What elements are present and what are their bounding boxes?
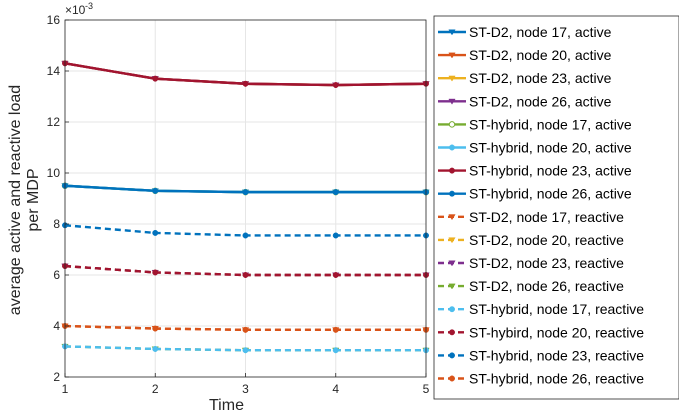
legend-label: ST-hybrid, node 23, reactive: [469, 347, 644, 363]
y-axis-label-line-2: per MDP: [25, 168, 42, 231]
data-point: [242, 80, 249, 87]
y-tick-label: 8: [53, 217, 60, 231]
legend-entry: ST-hybrid, node 26, active: [438, 186, 632, 202]
data-point: [152, 345, 159, 352]
y-tick-label: 16: [47, 13, 61, 27]
x-tick-label: 1: [62, 382, 69, 396]
y-axis-label-line-1: average active and reactive load: [7, 85, 24, 315]
data-point: [448, 98, 456, 105]
legend-label: ST-hybrid, node 17, reactive: [469, 301, 644, 317]
legend-entry: ST-hybrid, node 23, reactive: [438, 347, 644, 363]
data-point: [448, 29, 456, 36]
legend-label: ST-hybrid, node 17, active: [469, 116, 632, 132]
series-line: [62, 60, 429, 88]
data-point: [152, 75, 159, 82]
data-point: [332, 347, 339, 354]
y-tick-label: 4: [53, 319, 60, 333]
data-point: [152, 229, 159, 236]
legend-entry: ST-hybird, node 20, reactive: [438, 324, 644, 340]
y-exponent-power: -3: [85, 1, 93, 11]
legend-entry: ST-D2, node 26, reactive: [438, 278, 624, 294]
legend-label: ST-hybird, node 20, reactive: [469, 324, 644, 340]
y-tick-label: 12: [47, 115, 61, 129]
legend-label: ST-D2, node 26, reactive: [469, 278, 624, 294]
data-point: [449, 167, 455, 174]
legend-label: ST-D2, node 26, active: [469, 93, 612, 109]
data-point: [448, 52, 456, 59]
data-point: [449, 306, 455, 313]
legend-entry: ST-D2, node 26, active: [438, 93, 612, 109]
data-point: [448, 75, 456, 82]
legend-label: ST-hybrid, node 26, reactive: [469, 371, 644, 387]
legend-label: ST-hybrid, node 20, active: [469, 140, 632, 156]
data-point: [448, 214, 456, 221]
data-point: [152, 269, 159, 276]
y-tick-label: 10: [47, 166, 61, 180]
legend-entry: ST-D2, node 23, reactive: [438, 255, 624, 271]
legend: ST-D2, node 17, active ST-D2, node 20, ac…: [438, 24, 644, 387]
data-point: [242, 347, 249, 354]
legend-entry: ST-hybrid, node 23, active: [438, 163, 632, 179]
data-point: [449, 329, 455, 336]
x-tick-label: 4: [332, 382, 339, 396]
y-tick-label: 6: [53, 268, 60, 282]
data-point: [332, 82, 339, 88]
data-point: [152, 325, 159, 332]
legend-label: ST-hybrid, node 23, active: [469, 163, 632, 179]
legend-entry: ST-D2, node 17, active: [438, 24, 612, 40]
data-point: [448, 283, 456, 290]
data-point: [448, 237, 456, 244]
grid: [64, 19, 427, 378]
data-point: [242, 326, 249, 333]
data-point: [448, 121, 456, 128]
legend-label: ST-hybrid, node 26, active: [469, 186, 632, 202]
data-point: [332, 326, 339, 333]
legend-entry: ST-hybrid, node 20, active: [438, 140, 632, 156]
legend-label: ST-D2, node 20, active: [469, 47, 612, 63]
data-point: [242, 232, 249, 239]
data-point: [242, 189, 249, 196]
x-tick-label: 5: [423, 382, 430, 396]
legend-label: ST-D2, node 17, reactive: [469, 209, 624, 225]
x-axis-label: Time: [209, 397, 244, 414]
y-tick-label: 2: [53, 370, 60, 384]
series-layer: [61, 60, 430, 354]
data-point: [332, 232, 339, 239]
data-point: [449, 352, 455, 359]
legend-entry: ST-D2, node 20, active: [438, 47, 612, 63]
data-point: [449, 375, 455, 382]
legend-entry: ST-D2, node 23, active: [438, 70, 612, 86]
y-tick-label: 14: [47, 64, 61, 78]
legend-entry: ST-hybrid, node 17, reactive: [438, 301, 644, 317]
data-point: [242, 272, 249, 278]
legend-entry: ST-D2, node 20, reactive: [438, 232, 624, 248]
y-exponent-base: ×10: [65, 3, 86, 17]
legend-label: ST-D2, node 20, reactive: [469, 232, 624, 248]
data-point: [152, 187, 159, 194]
data-point: [448, 260, 456, 267]
legend-label: ST-D2, node 17, active: [469, 24, 612, 40]
x-tick-label: 2: [152, 382, 159, 396]
data-point: [449, 144, 455, 151]
legend-entry: ST-hybrid, node 17, active: [438, 116, 632, 132]
legend-label: ST-D2, node 23, active: [469, 70, 612, 86]
series-line: [62, 323, 429, 333]
data-point: [449, 190, 455, 197]
legend-entry: ST-hybrid, node 26, reactive: [438, 371, 644, 387]
x-tick-label: 3: [242, 382, 249, 396]
data-point: [332, 272, 339, 278]
data-point: [332, 189, 339, 196]
legend-box: [433, 15, 679, 400]
legend-label: ST-D2, node 23, reactive: [469, 255, 624, 271]
legend-entry: ST-D2, node 17, reactive: [438, 209, 624, 225]
